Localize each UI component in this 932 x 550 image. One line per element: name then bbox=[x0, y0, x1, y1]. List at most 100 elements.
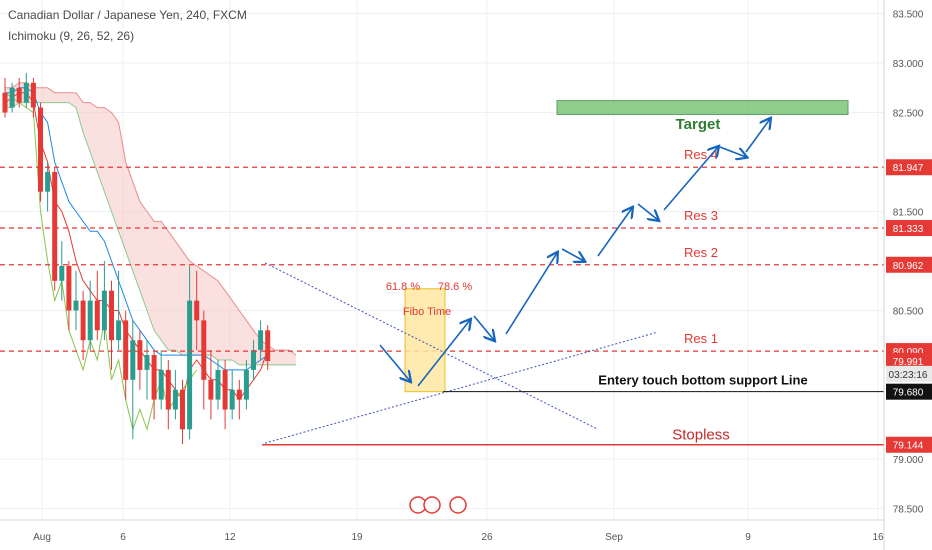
economic-event-icon bbox=[449, 496, 467, 514]
price-tick-label: 79.000 bbox=[893, 455, 924, 466]
candle-body bbox=[258, 330, 264, 351]
price-badge bbox=[886, 383, 932, 400]
target-zone bbox=[556, 100, 849, 115]
candle-body bbox=[151, 355, 157, 400]
price-tick-label: 83.500 bbox=[893, 10, 924, 21]
chikou-line bbox=[4, 92, 198, 432]
ascending-support-line bbox=[264, 331, 658, 444]
candle-body bbox=[23, 82, 29, 103]
senkou-span-b bbox=[5, 102, 297, 366]
senkou-span-a bbox=[5, 82, 297, 356]
candle-body bbox=[165, 369, 171, 410]
candle-body bbox=[2, 92, 8, 113]
candle-body bbox=[215, 369, 221, 400]
projection-arrow bbox=[745, 119, 770, 153]
price-badge-label: 79.991 bbox=[893, 357, 924, 368]
price-badge bbox=[886, 365, 932, 382]
candle-body bbox=[137, 340, 143, 370]
drawings: Res 4 Res 3 Res 2 Res 1 61.8 % 78.6 % Fibo Tim… bbox=[0, 100, 884, 514]
candle-body bbox=[116, 320, 122, 341]
price-badge-label: 80.962 bbox=[893, 261, 924, 272]
projection-arrow bbox=[505, 253, 557, 335]
candle-body bbox=[172, 389, 178, 410]
candle-body bbox=[265, 330, 271, 361]
entry-label: Entery touch bottom support Line bbox=[598, 373, 807, 388]
price-tick-label: 83.000 bbox=[893, 59, 924, 70]
candle-body bbox=[94, 300, 100, 331]
price-tick-label: 80.500 bbox=[893, 307, 924, 318]
time-tick-label: 6 bbox=[120, 532, 126, 543]
time-tick-label: Aug bbox=[33, 532, 51, 543]
time-tick-label: 26 bbox=[481, 532, 493, 543]
candle-body bbox=[180, 389, 185, 430]
kumo-cloud bbox=[5, 82, 297, 365]
candle-body bbox=[80, 300, 86, 341]
candle-body bbox=[251, 350, 256, 370]
resistance-label: Res 2 bbox=[684, 245, 718, 260]
price-badge-label: 79.144 bbox=[893, 441, 924, 452]
candle-body bbox=[158, 369, 164, 400]
stopless-label: Stopless bbox=[672, 427, 730, 444]
economic-event-icon bbox=[423, 496, 441, 514]
time-tick-label: Sep bbox=[605, 532, 623, 543]
candle-body bbox=[45, 171, 51, 192]
kijun-line bbox=[5, 87, 268, 371]
candle-body bbox=[73, 300, 79, 311]
candle-body bbox=[243, 369, 249, 400]
fibo-level-b: 78.6 % bbox=[438, 281, 472, 293]
projection-arrow bbox=[663, 147, 718, 211]
price-badge-label: 81.333 bbox=[893, 224, 924, 235]
price-badge bbox=[886, 159, 932, 176]
candle-body bbox=[52, 171, 58, 281]
time-tick-label: 16 bbox=[872, 532, 884, 543]
price-tick-label: 78.500 bbox=[893, 505, 924, 516]
candle-body bbox=[123, 320, 129, 380]
candle-body bbox=[9, 87, 15, 108]
time-tick-label: 9 bbox=[745, 532, 751, 543]
projection-arrow bbox=[637, 203, 658, 220]
price-badge bbox=[886, 436, 932, 453]
projection-arrow bbox=[561, 248, 584, 261]
candle-body bbox=[38, 107, 43, 192]
price-badge bbox=[886, 352, 932, 369]
time-axis: Aug 6 12 19 26 Sep 9 16 bbox=[0, 519, 884, 543]
price-tick-label: 81.500 bbox=[893, 208, 924, 219]
fibo-title: Fibo Time bbox=[403, 306, 451, 318]
time-tick-label: 12 bbox=[224, 532, 236, 543]
fibo-level-a: 61.8 % bbox=[386, 281, 420, 293]
candle-body bbox=[208, 379, 214, 400]
price-badge bbox=[886, 220, 932, 237]
candle-body bbox=[59, 265, 65, 281]
candle-body bbox=[201, 320, 207, 380]
candle-body bbox=[229, 389, 235, 410]
indicator-label[interactable]: Ichimoku (9, 26, 52, 26) bbox=[8, 29, 135, 43]
candle-body bbox=[109, 290, 114, 341]
price-badge-label: 80.090 bbox=[893, 347, 924, 358]
candle-body bbox=[66, 265, 72, 311]
time-tick-label: 19 bbox=[351, 532, 363, 543]
event-icons bbox=[409, 496, 467, 514]
candle-body bbox=[16, 87, 22, 103]
price-tick-label: 82.500 bbox=[893, 109, 924, 120]
candle-body bbox=[130, 340, 136, 380]
price-axis: 83.500 83.000 82.500 81.500 80.500 79.000 78.5… bbox=[883, 0, 932, 550]
price-badge-label: 79.680 bbox=[893, 388, 924, 399]
candle-body bbox=[222, 369, 228, 410]
target-label: Target bbox=[676, 116, 721, 133]
price-badge-label: 81.947 bbox=[893, 163, 924, 174]
projection-arrow bbox=[417, 320, 470, 387]
price-badge bbox=[886, 256, 932, 273]
candlesticks bbox=[2, 72, 271, 445]
chart-title: Canadian Dollar / Japanese Yen, 240, FXC… bbox=[8, 8, 247, 22]
resistance-label: Res 3 bbox=[684, 208, 718, 223]
projection-arrow bbox=[379, 344, 410, 381]
candle-body bbox=[101, 290, 107, 331]
projection-arrow bbox=[597, 208, 632, 257]
candle-body bbox=[30, 82, 36, 108]
candle-body bbox=[194, 300, 200, 321]
candle-body bbox=[144, 355, 150, 370]
resistance-label: Res 1 bbox=[684, 331, 718, 346]
candle-body bbox=[236, 389, 242, 400]
resistance-label: Res 4 bbox=[684, 147, 718, 162]
